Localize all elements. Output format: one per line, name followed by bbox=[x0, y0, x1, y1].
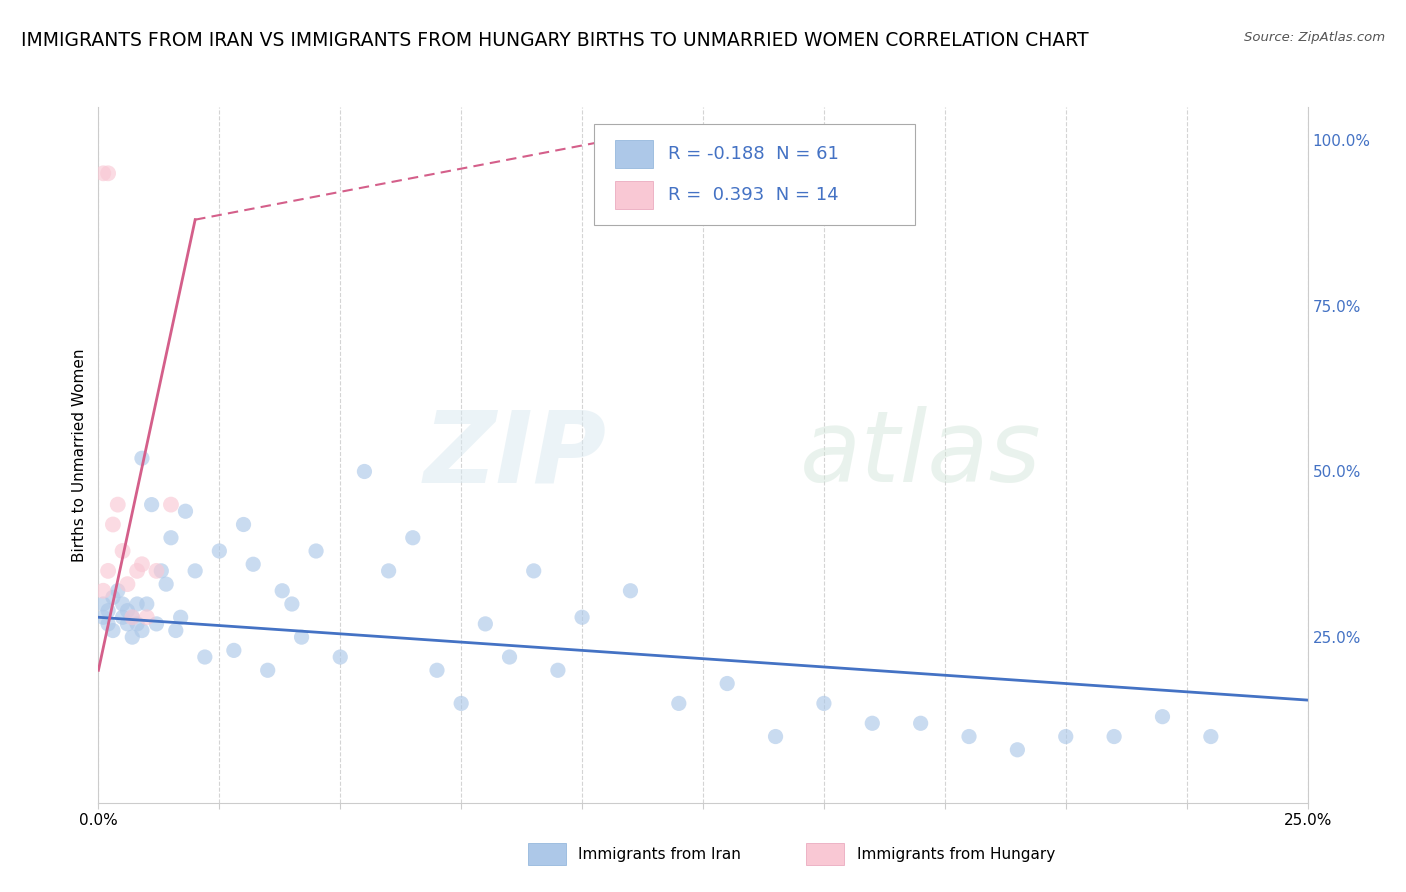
Point bbox=[668, 697, 690, 711]
Point bbox=[111, 597, 134, 611]
Point bbox=[117, 616, 139, 631]
Point bbox=[91, 583, 114, 598]
Point bbox=[121, 630, 143, 644]
Text: IMMIGRANTS FROM IRAN VS IMMIGRANTS FROM HUNGARY BIRTHS TO UNMARRIED WOMEN CORREL: IMMIGRANTS FROM IRAN VS IMMIGRANTS FROM … bbox=[21, 31, 1088, 50]
Point bbox=[165, 624, 187, 638]
Point bbox=[242, 558, 264, 572]
Point bbox=[1054, 730, 1077, 744]
Point bbox=[765, 730, 787, 744]
Point bbox=[121, 610, 143, 624]
Text: atlas: atlas bbox=[800, 407, 1042, 503]
Bar bbox=[614, 140, 654, 168]
Text: R = -0.188  N = 61: R = -0.188 N = 61 bbox=[668, 145, 839, 162]
Bar bbox=[527, 843, 567, 865]
Point bbox=[619, 583, 641, 598]
Point bbox=[97, 564, 120, 578]
Point bbox=[450, 697, 472, 711]
Point bbox=[117, 604, 139, 618]
Text: ZIP: ZIP bbox=[423, 407, 606, 503]
Point bbox=[377, 564, 399, 578]
Point bbox=[208, 544, 231, 558]
Text: Immigrants from Iran: Immigrants from Iran bbox=[578, 847, 741, 862]
Text: Immigrants from Hungary: Immigrants from Hungary bbox=[856, 847, 1054, 862]
Point bbox=[329, 650, 352, 665]
Point bbox=[232, 517, 254, 532]
Point bbox=[169, 610, 191, 624]
Point bbox=[111, 544, 134, 558]
Point bbox=[547, 663, 569, 677]
Point bbox=[1152, 709, 1174, 723]
Point bbox=[97, 604, 120, 618]
Point bbox=[957, 730, 980, 744]
Point bbox=[127, 616, 149, 631]
Point bbox=[256, 663, 278, 677]
Point bbox=[474, 616, 496, 631]
Point bbox=[127, 564, 149, 578]
Point bbox=[1199, 730, 1222, 744]
Point bbox=[97, 616, 120, 631]
Point bbox=[121, 610, 143, 624]
Point bbox=[111, 610, 134, 624]
Point bbox=[813, 697, 835, 711]
Point bbox=[107, 498, 129, 512]
Point bbox=[97, 166, 120, 180]
Point bbox=[402, 531, 425, 545]
Point bbox=[145, 616, 167, 631]
Point bbox=[160, 531, 183, 545]
Point bbox=[141, 498, 163, 512]
Point bbox=[1007, 743, 1029, 757]
Point bbox=[194, 650, 217, 665]
Point bbox=[184, 564, 207, 578]
Point bbox=[571, 610, 593, 624]
Point bbox=[131, 451, 153, 466]
Y-axis label: Births to Unmarried Women: Births to Unmarried Women bbox=[72, 348, 87, 562]
Point bbox=[145, 564, 167, 578]
Point bbox=[117, 577, 139, 591]
Point bbox=[101, 624, 124, 638]
Point bbox=[716, 676, 738, 690]
FancyBboxPatch shape bbox=[595, 124, 915, 226]
Point bbox=[281, 597, 304, 611]
Point bbox=[160, 498, 183, 512]
Point bbox=[523, 564, 546, 578]
Point bbox=[131, 624, 153, 638]
Point bbox=[1102, 730, 1125, 744]
Point bbox=[290, 630, 312, 644]
Point bbox=[91, 597, 114, 611]
Point bbox=[353, 465, 375, 479]
Point bbox=[91, 610, 114, 624]
Point bbox=[135, 610, 157, 624]
Point bbox=[131, 558, 153, 572]
Point bbox=[155, 577, 177, 591]
Point bbox=[910, 716, 932, 731]
Point bbox=[101, 591, 124, 605]
Point bbox=[127, 597, 149, 611]
Point bbox=[222, 643, 245, 657]
Point bbox=[150, 564, 173, 578]
Point bbox=[426, 663, 449, 677]
Point bbox=[91, 166, 114, 180]
Point bbox=[174, 504, 197, 518]
Point bbox=[498, 650, 520, 665]
Point bbox=[305, 544, 328, 558]
Bar bbox=[806, 843, 845, 865]
Text: R =  0.393  N = 14: R = 0.393 N = 14 bbox=[668, 186, 838, 204]
Point bbox=[135, 597, 157, 611]
Text: Source: ZipAtlas.com: Source: ZipAtlas.com bbox=[1244, 31, 1385, 45]
Point bbox=[860, 716, 883, 731]
Point bbox=[107, 583, 129, 598]
Point bbox=[101, 517, 124, 532]
Bar bbox=[614, 181, 654, 210]
Point bbox=[271, 583, 294, 598]
